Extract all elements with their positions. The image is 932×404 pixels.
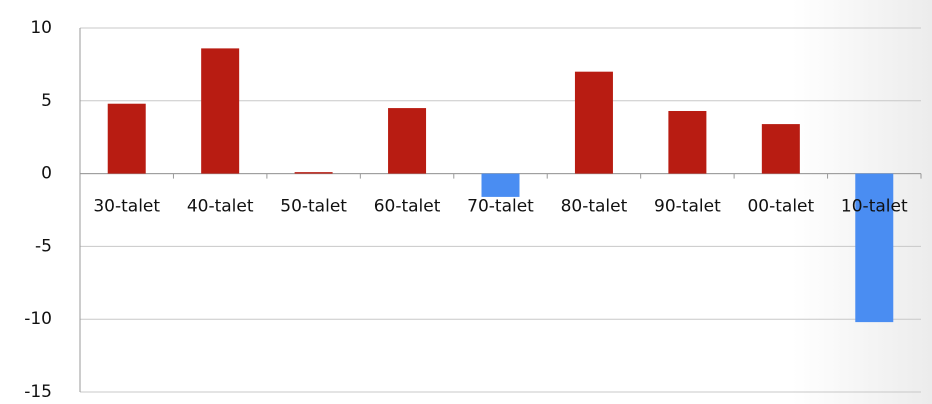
x-tick-label: 90-talet — [654, 197, 721, 217]
x-tick-label: 60-talet — [374, 197, 441, 217]
x-tick-label: 50-talet — [280, 197, 347, 217]
x-tick-label: 30-talet — [93, 197, 160, 217]
x-tick-label: 80-talet — [561, 197, 628, 217]
bar — [388, 108, 427, 174]
bar — [481, 173, 520, 197]
bar — [107, 103, 146, 174]
bar — [201, 48, 240, 174]
bar — [668, 110, 707, 174]
y-tick-label: -5 — [35, 236, 52, 256]
y-tick-label: -15 — [24, 382, 52, 400]
x-tick-label: 40-talet — [187, 197, 254, 217]
bar — [294, 172, 333, 174]
y-tick-label: 0 — [41, 164, 52, 184]
x-tick-label: 70-talet — [467, 197, 534, 217]
bar — [761, 124, 800, 174]
x-tick-label: 10-talet — [841, 197, 908, 217]
y-tick-label: -10 — [24, 309, 52, 329]
y-tick-label: 5 — [41, 91, 52, 111]
bar — [574, 71, 613, 174]
bar — [855, 173, 894, 323]
y-tick-label: 10 — [30, 18, 52, 38]
x-tick-label: 00-talet — [747, 197, 814, 217]
